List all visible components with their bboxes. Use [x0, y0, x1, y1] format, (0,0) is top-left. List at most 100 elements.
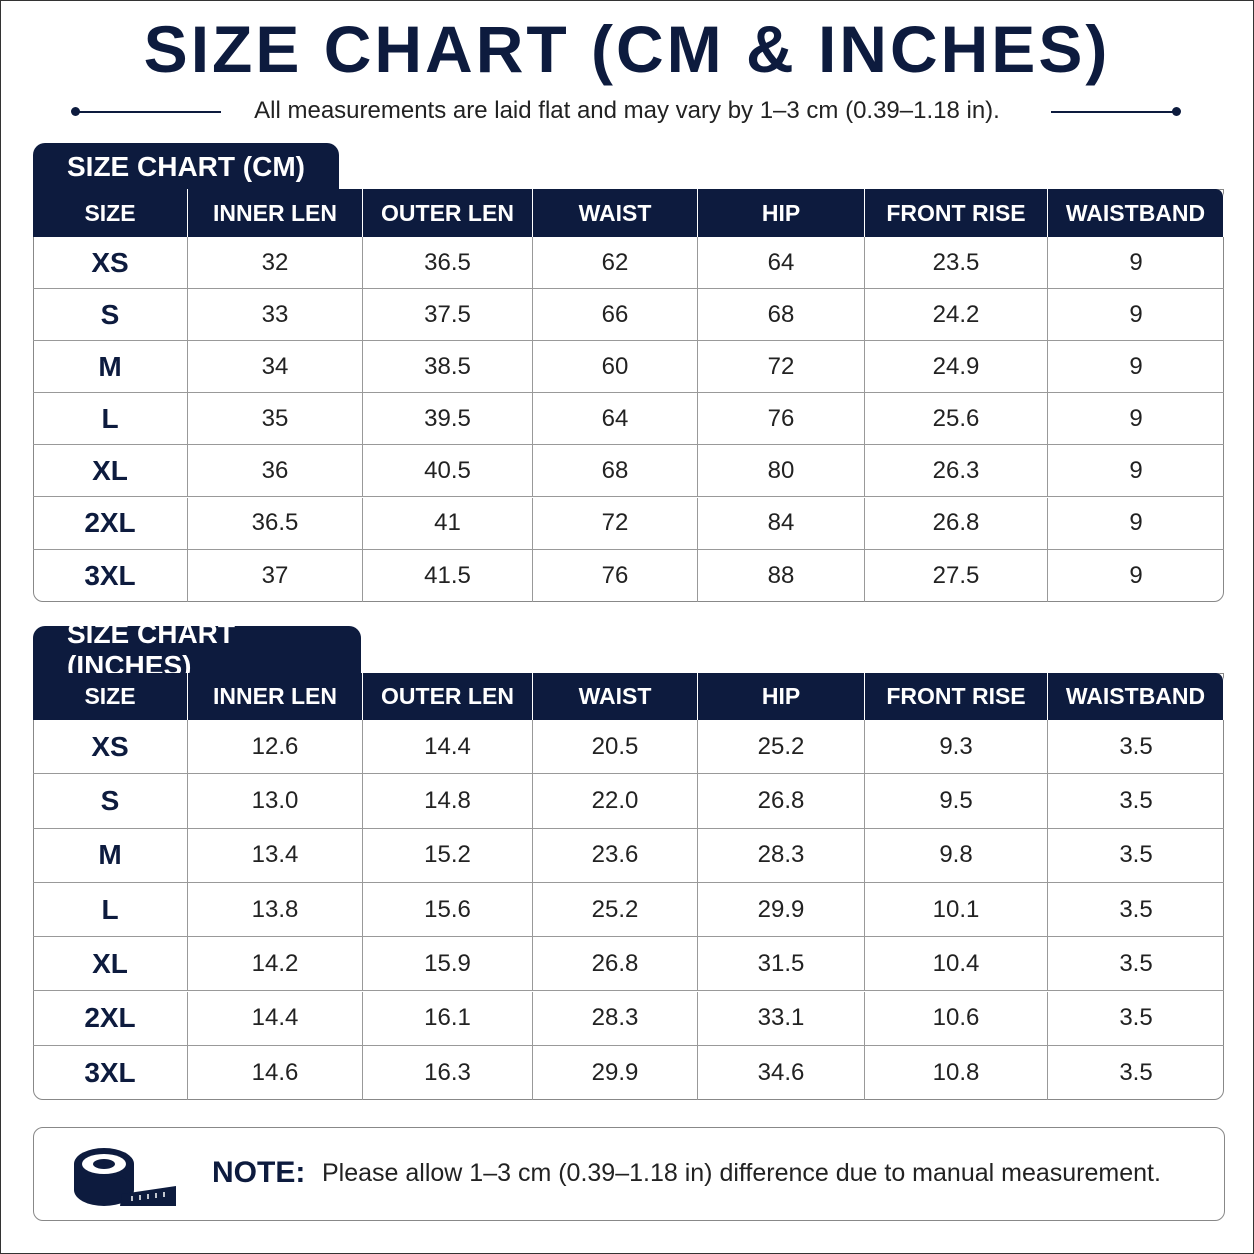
table-cell: 64 — [698, 237, 865, 290]
subtitle: All measurements are laid flat and may v… — [254, 97, 1000, 124]
table-cell: 26.8 — [698, 774, 865, 829]
table-cell: 3.5 — [1048, 992, 1224, 1046]
table-cell: 34.6 — [698, 1045, 865, 1101]
size-cell: S — [33, 774, 188, 829]
table-cell: 24.2 — [865, 289, 1048, 342]
table-cell: 14.8 — [363, 774, 533, 829]
table-cell: 9.3 — [865, 720, 1048, 775]
table-cell: 39.5 — [363, 393, 533, 446]
size-cell: XL — [33, 445, 188, 498]
table-cell: 33.1 — [698, 991, 865, 1046]
column-header: SIZE — [33, 673, 188, 720]
column-header: WAISTBAND — [1048, 189, 1224, 237]
table-cell: 14.2 — [188, 937, 363, 992]
column-header: OUTER LEN — [363, 673, 533, 720]
table-cell: 84 — [698, 497, 865, 550]
table-cell: 37.5 — [363, 289, 533, 342]
table-cell: 3.5 — [1048, 774, 1224, 829]
table-cell: 62 — [533, 237, 698, 290]
table-cell: 80 — [698, 445, 865, 498]
column-header: FRONT RISE — [865, 189, 1048, 237]
table-cell: 25.2 — [533, 882, 698, 938]
table-cell: 9 — [1048, 445, 1224, 498]
rule — [1051, 111, 1179, 113]
column-header: WAIST — [533, 189, 698, 237]
table-cell: 72 — [698, 341, 865, 394]
column-header: WAIST — [533, 673, 698, 720]
table-cell: 35 — [188, 393, 363, 446]
table-cell: 29.9 — [698, 882, 865, 938]
table-cell: 9 — [1048, 237, 1224, 290]
table-cell: 13.8 — [188, 882, 363, 938]
rule-dot — [1172, 107, 1181, 116]
table-cell: 76 — [533, 549, 698, 602]
table-cell: 9 — [1048, 341, 1224, 394]
column-header: HIP — [698, 189, 865, 237]
table-cell: 23.5 — [865, 237, 1048, 290]
column-header: OUTER LEN — [363, 189, 533, 237]
table-cell: 9.8 — [865, 828, 1048, 883]
table-cell: 29.9 — [533, 1045, 698, 1101]
table-cell: 13.0 — [188, 774, 363, 829]
size-cell: M — [33, 341, 188, 394]
table-cell: 20.5 — [533, 720, 698, 775]
size-cell: L — [33, 393, 188, 446]
table-cell: 14.4 — [363, 720, 533, 775]
table-cell: 34 — [188, 341, 363, 394]
table-cell: 36.5 — [363, 237, 533, 290]
table-cell: 68 — [533, 445, 698, 498]
size-cell: XL — [33, 937, 188, 992]
table-cell: 23.6 — [533, 828, 698, 883]
table-cell: 3.5 — [1048, 829, 1224, 883]
table-cell: 31.5 — [698, 937, 865, 992]
table-cell: 72 — [533, 497, 698, 550]
table-cell: 10.8 — [865, 1045, 1048, 1101]
table-cell: 64 — [533, 393, 698, 446]
table-cell: 9 — [1048, 289, 1224, 342]
table-tab: SIZE CHART (INCHES) — [33, 618, 361, 681]
table-cell: 3.5 — [1048, 937, 1224, 992]
table-cell: 28.3 — [533, 991, 698, 1046]
title: SIZE CHART (CM & INCHES) — [143, 12, 1111, 86]
table-cell: 14.6 — [188, 1045, 363, 1101]
tape-icon — [74, 1148, 176, 1206]
table-cell: 41.5 — [363, 549, 533, 602]
table-cell: 3.5 — [1048, 883, 1224, 938]
table-cell: 9 — [1129, 561, 1143, 589]
table-cell: 26.8 — [533, 937, 698, 992]
column-header: FRONT RISE — [865, 673, 1048, 720]
table-cell: 13.4 — [188, 828, 363, 883]
table-cell: 25.6 — [865, 393, 1048, 446]
column-header: INNER LEN — [188, 673, 363, 720]
table-cell: 36.5 — [188, 497, 363, 550]
table-cell: 10.4 — [865, 937, 1048, 992]
table-cell: 28.3 — [698, 828, 865, 883]
table-cell: 15.6 — [363, 882, 533, 938]
size-cell: 3XL — [33, 1045, 188, 1101]
table-cell: 60 — [533, 341, 698, 394]
table-cell: 76 — [698, 393, 865, 446]
table-cell: 68 — [698, 289, 865, 342]
table-cell: 9 — [1048, 498, 1224, 550]
table-cell: 24.9 — [865, 341, 1048, 394]
size-cell: 2XL — [33, 991, 188, 1046]
table-cell: 88 — [698, 549, 865, 602]
table-cell: 22.0 — [533, 774, 698, 829]
table-cell: 3.5 — [1048, 720, 1224, 775]
table-cell: 14.4 — [188, 991, 363, 1046]
table-cell: 27.5 — [865, 549, 1048, 602]
size-cell: L — [33, 882, 188, 938]
table-cell: 15.9 — [363, 937, 533, 992]
column-header: WAISTBAND — [1048, 673, 1224, 720]
table-cell: 66 — [533, 289, 698, 342]
table-cell: 38.5 — [363, 341, 533, 394]
size-cell: XS — [33, 237, 188, 290]
table-cell: 16.1 — [363, 991, 533, 1046]
table-cell: 10.1 — [865, 882, 1048, 938]
note-box: NOTE: Please allow 1–3 cm (0.39–1.18 in)… — [33, 1127, 1225, 1221]
table-cell: 3.5 — [1119, 1058, 1153, 1086]
table-cell: 33 — [188, 289, 363, 342]
table-cell: 16.3 — [363, 1045, 533, 1101]
table-cell: 32 — [188, 237, 363, 290]
